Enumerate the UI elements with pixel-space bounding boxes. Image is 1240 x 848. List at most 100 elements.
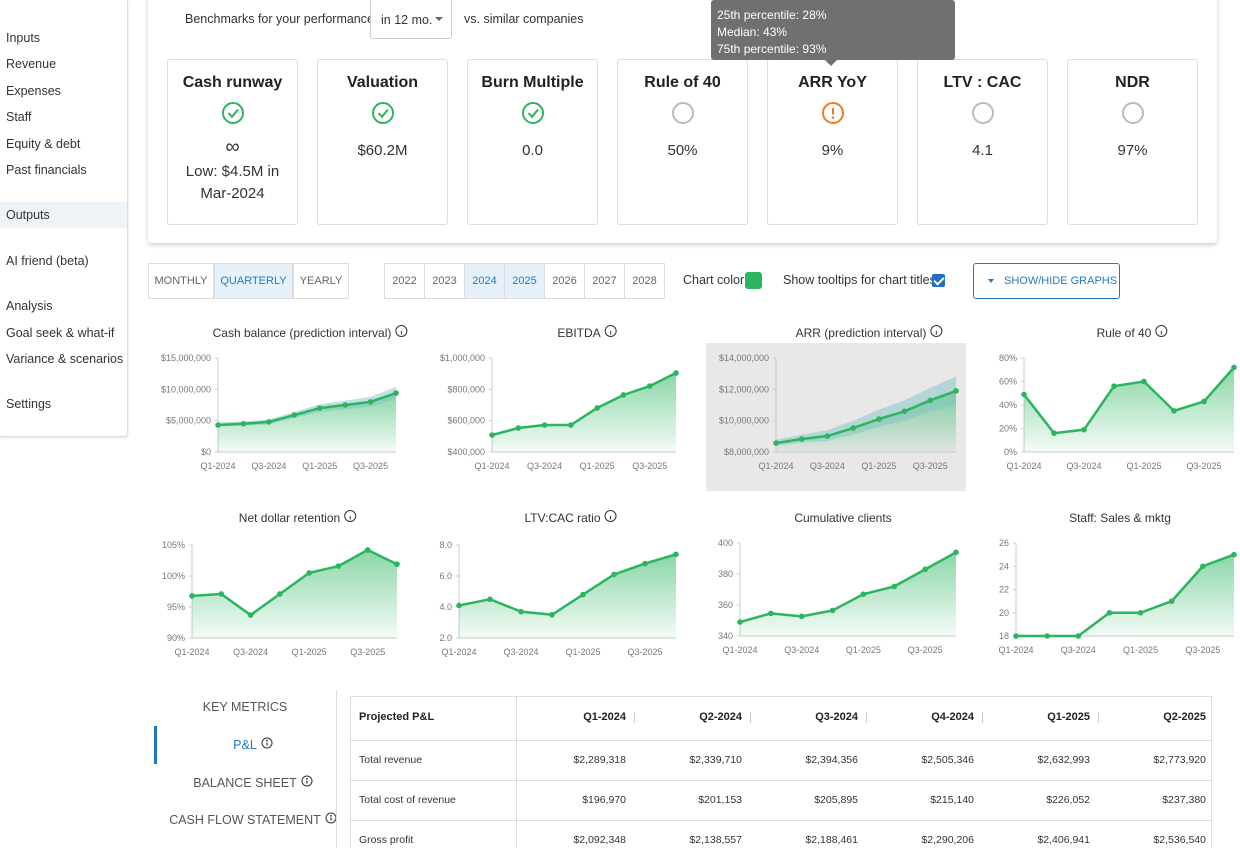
y-tick-label: $10,000,000 [719,416,769,426]
tab[interactable]: CASH FLOW STATEMENT [155,812,337,829]
info-icon [604,510,617,522]
point [824,433,831,439]
point [489,432,495,438]
y-tick-label: 40% [999,400,1017,410]
line [458,553,677,617]
point [620,392,627,398]
chart-color-swatch[interactable] [745,272,762,289]
tooltips-checkbox[interactable] [932,274,945,287]
y-tick-label: 18 [999,631,1009,641]
nav-item[interactable]: AI friend (beta) [6,253,89,268]
x-tick-label: Q1-2024 [174,647,209,657]
year-button[interactable]: 2025 [504,263,545,299]
point [1111,383,1117,390]
year-button[interactable]: 2023 [424,263,465,299]
nav-item[interactable]: Past financials [6,163,87,177]
nav-item[interactable]: Settings [6,397,52,412]
year-button[interactable]: 2026 [544,263,585,299]
nav-item[interactable]: Revenue [6,57,57,72]
chart-title: Net dollar retention [239,511,340,525]
area [1016,554,1234,636]
bang-dot [831,116,835,119]
nav-item[interactable]: Analysis [6,299,53,314]
row-label: Total revenue [359,754,423,766]
card-title: NDR [1115,74,1150,91]
year-button[interactable]: 2024 [464,263,505,299]
chart-title: LTV:CAC ratio [524,511,600,525]
y-tick-label: 20% [999,424,1017,434]
nav-item[interactable]: Goal seek & what-if [6,325,115,340]
cell: $201,153 [698,794,742,806]
point [850,425,856,431]
nav-item[interactable]: Outputs [0,202,127,229]
metric-card: ARR YoY 9% [767,59,898,225]
y-tick-label: $10,000,000 [161,384,211,394]
point [927,397,934,404]
chart-title: Rule of 40 [1097,326,1152,340]
point [1168,598,1175,604]
chart-title: Staff: Sales & mktg [1069,511,1171,525]
point [829,607,836,614]
year-button[interactable]: 2028 [624,263,665,299]
y-tick-label: $5,000,000 [166,416,211,426]
x-tick-label: Q1-2024 [998,645,1033,655]
caret [988,279,994,283]
tooltip-line: Median: 43% [717,25,788,39]
none-icon [1122,102,1144,124]
cell: $2,339,710 [689,754,742,766]
icon-circle [222,102,244,124]
nav-item[interactable]: Inputs [6,31,41,45]
year-button[interactable]: 2027 [584,263,625,299]
graphs-button[interactable]: SHOW/HIDE GRAPHS [973,263,1120,299]
line [775,389,957,445]
point [456,602,462,609]
x-tick-label: Q1-2025 [1126,461,1161,471]
x-tick-label: Q1-2025 [302,461,337,471]
cell: $2,632,993 [1037,754,1090,766]
column-header: Q2-2025 [1163,711,1206,723]
chart-title: Cash balance (prediction interval) [213,326,392,340]
point [1044,633,1050,639]
tab[interactable]: P&L [155,737,335,754]
x-tick-label: Q3-2025 [350,647,385,657]
tab[interactable]: BALANCE SHEET [155,775,335,792]
point [291,412,298,418]
column-header: Q3-2024 [815,711,858,723]
point [549,611,555,618]
period-select[interactable]: in 12 mo. [370,0,452,39]
line [217,391,397,427]
x-tick-label: Q1-2024 [758,461,793,471]
x-tick-label: Q1-2025 [292,647,327,657]
area [459,554,676,638]
period-button[interactable]: QUARTERLY [214,263,293,299]
x-tick-label: Q3-2024 [233,647,268,657]
period-button[interactable]: MONTHLY [148,263,214,299]
area [776,390,956,452]
card-value: 0.0 [522,142,543,159]
nav-item[interactable]: Expenses [6,83,61,98]
x-tick-label: Q3-2024 [810,461,845,471]
point [891,583,898,590]
point [1200,563,1206,570]
point [189,593,195,599]
card-value: 50% [667,142,698,159]
tabs-heading: KEY METRICS [202,700,288,714]
year-button[interactable]: 2022 [384,263,425,299]
x-tick-label: Q1-2025 [846,645,881,655]
icon-circle [822,102,844,124]
y-tick-label: 24 [999,561,1009,571]
y-tick-label: $15,000,000 [161,353,211,363]
icon-circle [522,102,544,124]
point [1106,609,1113,616]
y-tick-label: $400,000 [447,447,485,457]
nav-item[interactable]: Equity & debt [6,136,81,151]
point [218,591,225,597]
period-button[interactable]: YEARLY [293,263,349,299]
point [1013,633,1019,639]
nav-item[interactable]: Variance & scenarios [6,352,124,366]
x-tick-label: Q1-2024 [722,645,757,655]
info-icon [261,737,273,749]
i-dot [265,739,268,742]
nav-item[interactable]: Staff [6,110,32,125]
